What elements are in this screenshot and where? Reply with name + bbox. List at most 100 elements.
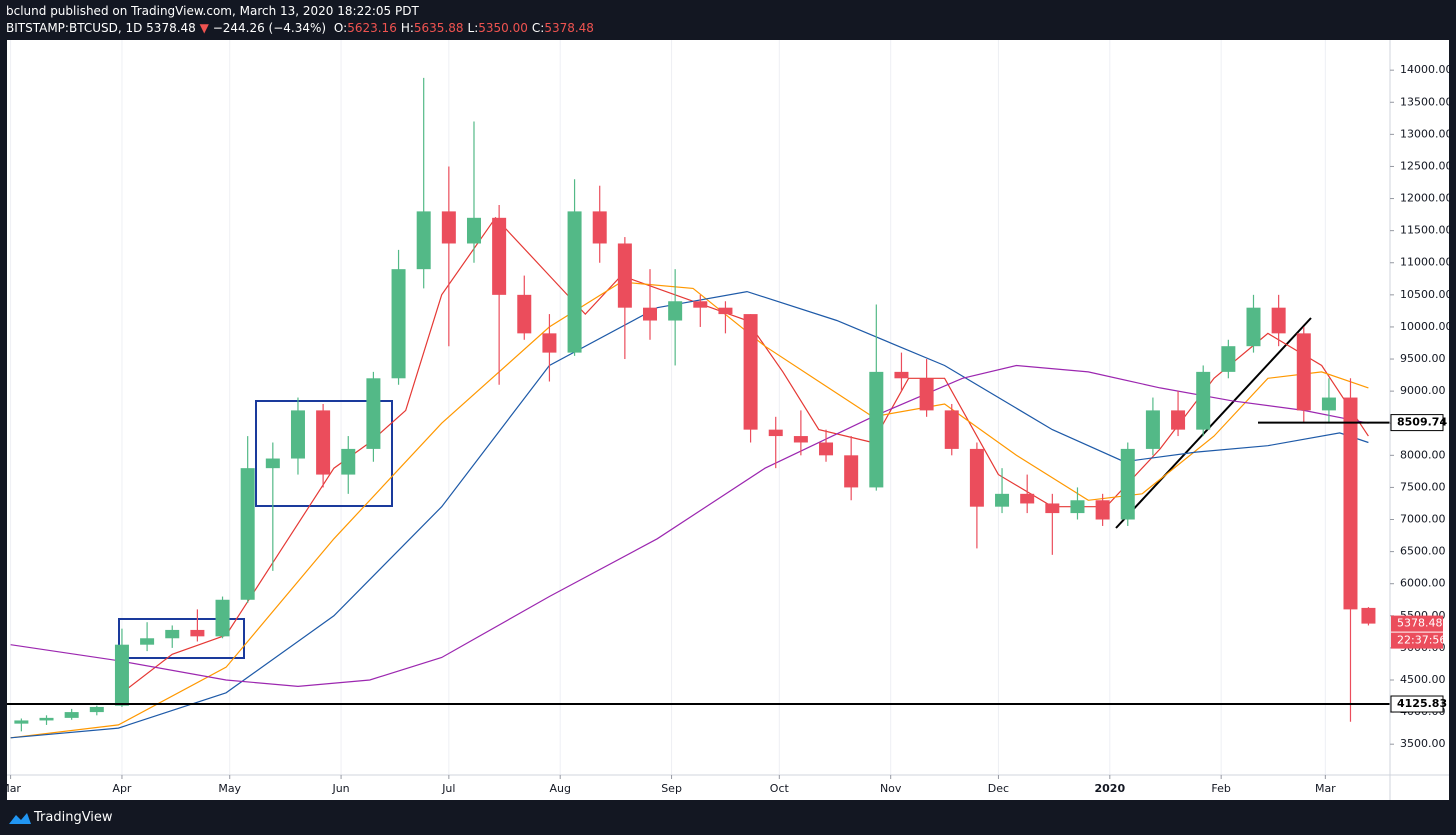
candle-body (1120, 448, 1135, 520)
countdown-label: 22:37:56 (1397, 634, 1446, 647)
y-tick-label: 7500.00 (1400, 480, 1446, 493)
y-tick-label: 10000.00 (1400, 320, 1453, 333)
candle-body (693, 301, 708, 308)
candle-body (1296, 333, 1311, 411)
candle-body (944, 410, 959, 449)
candle-body (1271, 307, 1286, 334)
y-tick-label: 6500.00 (1400, 545, 1446, 558)
change-arrow: ▼ (199, 21, 209, 35)
candle-body (366, 378, 381, 449)
candle-body (567, 211, 582, 353)
candle-body (1196, 371, 1211, 430)
x-tick-label: Dec (988, 782, 1009, 795)
y-tick-label: 6000.00 (1400, 577, 1446, 590)
candle-body (1171, 410, 1186, 430)
candle-body (517, 294, 532, 334)
ohlc-value: 5350.00 (478, 21, 528, 35)
y-tick-label: 9500.00 (1400, 352, 1446, 365)
candle-body (290, 410, 305, 459)
x-tick-label: Jul (441, 782, 455, 795)
y-tick-label: 12000.00 (1400, 192, 1453, 205)
candle-body (165, 629, 180, 639)
y-tick-label: 13500.00 (1400, 95, 1453, 108)
candle-body (441, 211, 456, 244)
header: bclund published on TradingView.com, Mar… (0, 0, 1456, 40)
y-tick-label: 3500.00 (1400, 737, 1446, 750)
chart: 3500.004000.004500.005000.005500.006000.… (0, 40, 1453, 800)
y-tick-label: 4500.00 (1400, 673, 1446, 686)
y-tick-label: 7000.00 (1400, 513, 1446, 526)
candle-body (466, 217, 481, 244)
candle-body (89, 706, 104, 713)
symbol: BITSTAMP:BTCUSD, 1D (6, 21, 143, 35)
candle-body (1246, 307, 1261, 347)
last-price-label: 5378.48 (1397, 617, 1443, 630)
candle-body (316, 410, 331, 475)
last-price-tag (1391, 615, 1443, 632)
candle-body (492, 217, 507, 295)
last-price: 5378.48 (146, 21, 196, 35)
ohlc-label: H: (400, 21, 414, 35)
candle-body (391, 269, 406, 379)
candle-body (1020, 493, 1035, 504)
candle-body (1070, 500, 1085, 514)
x-tick-label: 2020 (1094, 782, 1125, 795)
candle-body (39, 717, 54, 721)
range-box (255, 400, 393, 507)
logo (9, 813, 31, 824)
candle-body (240, 468, 255, 600)
candle-body (190, 629, 205, 637)
x-tick-label: Feb (1211, 782, 1230, 795)
trend-line (1115, 317, 1312, 529)
moving-average (10, 364, 1369, 688)
byline: bclund published on TradingView.com, Mar… (6, 4, 419, 18)
range-box (118, 618, 245, 659)
candle-body (743, 314, 758, 430)
ohlc-label: L: (467, 21, 479, 35)
y-tick-label: 8000.00 (1400, 448, 1446, 461)
x-tick-label: Aug (549, 782, 570, 795)
countdown-tag (1391, 632, 1443, 649)
candle-body (1145, 410, 1160, 449)
candle-body (416, 211, 431, 270)
x-tick-label: Mar (0, 782, 21, 795)
candle-body (643, 307, 658, 321)
moving-average (10, 281, 1369, 739)
x-tick-label: Mar (1315, 782, 1336, 795)
x-tick-label: Nov (880, 782, 902, 795)
candle-body (1321, 397, 1336, 411)
price-tag (1390, 695, 1444, 713)
candle-body (140, 638, 155, 645)
footer: TradingView (0, 800, 1456, 835)
candle-body (668, 301, 683, 321)
y-tick-label: 11500.00 (1400, 224, 1453, 237)
ohlc-label: C: (531, 21, 545, 35)
candle-body (1045, 503, 1060, 514)
candle-body (844, 455, 859, 488)
x-tick-label: Sep (661, 782, 682, 795)
candle-body (1343, 397, 1358, 610)
change: −244.26 (−4.34%) (212, 21, 327, 35)
ohlc-value: 5623.16 (347, 21, 397, 35)
symbol-line: BITSTAMP:BTCUSD, 1D 5378.48 ▼ −244.26 (−… (6, 21, 594, 35)
candle-body (1095, 500, 1110, 520)
ohlc-value: 5635.88 (413, 21, 464, 35)
moving-average (10, 290, 1369, 739)
x-tick-label: Apr (112, 782, 132, 795)
y-tick-label: 12500.00 (1400, 159, 1453, 172)
candle-body (718, 307, 733, 315)
candle-body (919, 378, 934, 411)
candle-body (617, 243, 632, 308)
x-tick-label: Jun (331, 782, 349, 795)
candle-body (215, 599, 230, 637)
ohlc-value: 5378.48 (544, 21, 594, 35)
candle-body (1361, 607, 1376, 624)
brand[interactable]: TradingView (34, 810, 113, 825)
y-tick-label: 10500.00 (1400, 288, 1453, 301)
price-tag-label: 4125.83 (1397, 697, 1447, 710)
ohlc-label: O: (333, 21, 348, 35)
candle-body (265, 458, 280, 469)
y-tick-label: 11000.00 (1400, 256, 1453, 269)
candle-body (969, 448, 984, 507)
